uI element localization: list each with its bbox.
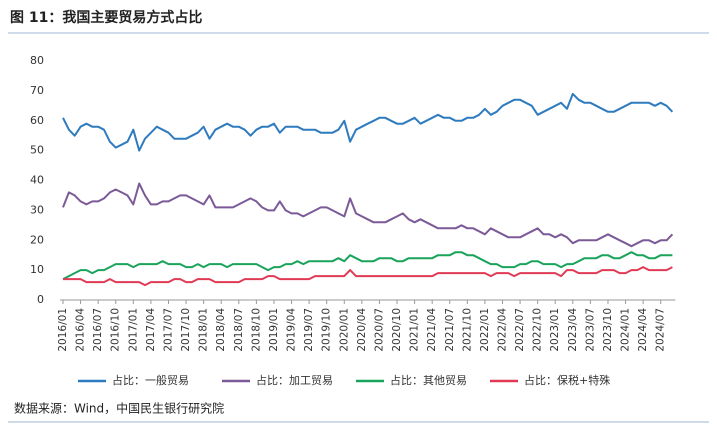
source: 数据来源：Wind，中国民生银行研究院 bbox=[14, 401, 224, 416]
x-tick-label: 2016/04 bbox=[75, 308, 87, 352]
x-tick-label: 2021/01 bbox=[409, 308, 421, 352]
x-tick-label: 2018/10 bbox=[250, 308, 262, 352]
legend-label: 占比：其他贸易 bbox=[390, 373, 467, 387]
x-tick-label: 2022/10 bbox=[532, 308, 544, 352]
x-tick-label: 2021/07 bbox=[444, 308, 456, 352]
x-tick-label: 2021/04 bbox=[426, 308, 438, 352]
x-tick-label: 2023/04 bbox=[567, 308, 579, 352]
x-tick-label: 2017/10 bbox=[180, 308, 192, 352]
x-tick-label: 2023/01 bbox=[549, 308, 561, 352]
x-tick-label: 2017/01 bbox=[127, 308, 139, 352]
series-line bbox=[62, 251, 673, 280]
chart-title: 图 11：我国主要贸易方式占比 bbox=[10, 9, 202, 26]
x-tick-label: 2016/07 bbox=[92, 308, 104, 352]
x-tick-label: 2022/01 bbox=[479, 308, 491, 352]
x-tick-label: 2019/10 bbox=[321, 308, 333, 352]
x-tick-label: 2017/07 bbox=[162, 308, 174, 352]
x-tick-label: 2016/10 bbox=[110, 308, 122, 352]
y-tick-label: 40 bbox=[30, 174, 44, 187]
y-tick-label: 80 bbox=[30, 54, 44, 67]
y-tick-label: 30 bbox=[30, 203, 44, 216]
series-line bbox=[63, 266, 673, 287]
x-tick-label: 2020/10 bbox=[391, 308, 403, 352]
x-tick-label: 2019/07 bbox=[303, 308, 315, 352]
x-tick-label: 2022/04 bbox=[497, 308, 509, 352]
x-tick-label: 2021/10 bbox=[461, 308, 473, 352]
x-tick-label: 2019/01 bbox=[268, 308, 280, 352]
x-tick-label: 2020/04 bbox=[356, 308, 368, 352]
x-tick-label: 2023/10 bbox=[602, 308, 614, 352]
x-tick-label: 2017/04 bbox=[145, 308, 157, 352]
x-tick-label: 2018/04 bbox=[215, 308, 227, 352]
series-line bbox=[62, 92, 674, 152]
y-tick-label: 60 bbox=[30, 114, 44, 127]
legend-label: 占比：加工贸易 bbox=[256, 373, 333, 387]
x-tick-label: 2018/01 bbox=[198, 308, 210, 352]
x-tick-label: 2022/07 bbox=[514, 308, 526, 352]
x-tick-label: 2020/01 bbox=[338, 308, 350, 352]
y-tick-label: 0 bbox=[37, 293, 44, 306]
x-tick-label: 2019/04 bbox=[286, 308, 298, 352]
y-tick-label: 20 bbox=[30, 233, 44, 246]
x-tick-label: 2018/07 bbox=[233, 308, 245, 352]
y-tick-label: 10 bbox=[30, 263, 44, 276]
x-tick-label: 2024/01 bbox=[620, 308, 632, 352]
legend-label: 占比：一般贸易 bbox=[112, 373, 189, 387]
y-tick-label: 50 bbox=[30, 144, 44, 157]
y-tick-label: 70 bbox=[30, 84, 44, 97]
x-tick-label: 2024/04 bbox=[637, 308, 649, 352]
x-tick-label: 2024/07 bbox=[655, 308, 667, 352]
x-tick-label: 2016/01 bbox=[57, 308, 69, 352]
series-line bbox=[62, 182, 674, 248]
x-tick-label: 2020/07 bbox=[373, 308, 385, 352]
legend-label: 占比：保税+特殊 bbox=[524, 373, 610, 387]
x-tick-label: 2023/07 bbox=[584, 308, 596, 352]
